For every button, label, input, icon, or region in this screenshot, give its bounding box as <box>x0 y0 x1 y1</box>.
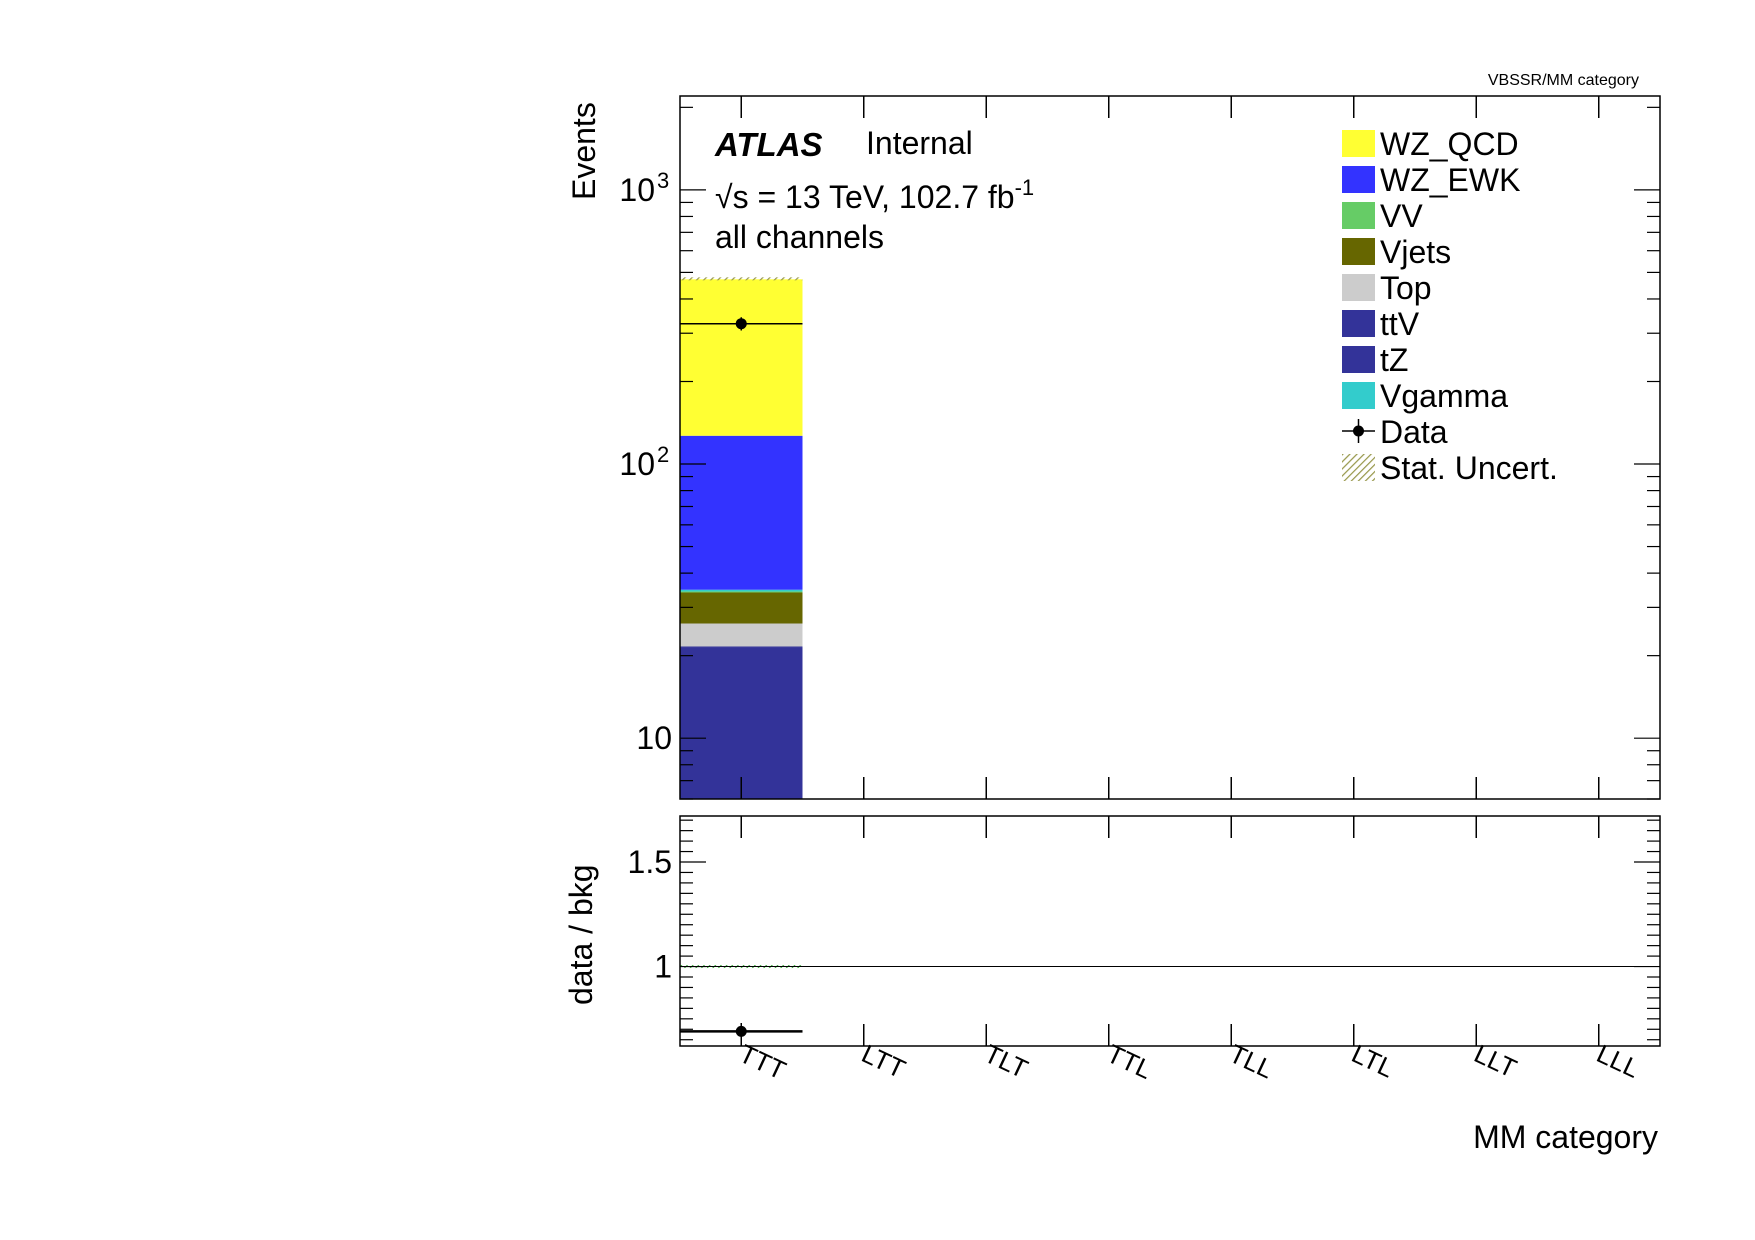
main-axis-ticks <box>680 96 1660 800</box>
legend-swatch-WZ_EWK <box>1342 166 1375 193</box>
data-point-TTT <box>735 318 747 330</box>
ratio-y-axis-label: data / bkg <box>563 864 599 1005</box>
legend-label: VV <box>1380 198 1423 234</box>
x-tick-label-LLT: LLT <box>1470 1038 1522 1083</box>
bar-Top-TTT <box>680 623 803 647</box>
legend-data-marker <box>1353 425 1364 437</box>
legend-label: Vjets <box>1380 234 1451 270</box>
ratio-panel: 11.5 TTT LTT TLT TTL TLL LTL LLT LLL data / bkg… <box>563 815 1661 1155</box>
sqrt-symbol: √ <box>715 179 733 215</box>
bar-WZ_QCD-TTT <box>680 279 803 436</box>
legend-swatch-Top <box>1342 274 1375 301</box>
legend-label: Data <box>1380 414 1448 450</box>
legend-label: WZ_QCD <box>1380 126 1519 162</box>
legend: WZ_QCDWZ_EWKVVVjetsTopttVtZVgammaDataSta… <box>1342 126 1558 486</box>
bar-WZ_EWK-TTT <box>680 435 803 590</box>
bar-VV-TTT <box>680 591 803 593</box>
y-tick-label: 10 <box>619 172 655 208</box>
stat-uncert-TTT <box>680 277 803 281</box>
y-axis-label: Events <box>566 102 602 200</box>
stacked-bars <box>680 279 803 799</box>
y-tick-label: 10 <box>619 446 655 482</box>
legend-swatch-Vjets <box>1342 238 1375 265</box>
lumi-superscript: -1 <box>1015 175 1035 200</box>
y-tick-label-exponent: 3 <box>657 168 669 193</box>
main-frame <box>679 95 1661 800</box>
x-tick-label-LTT: LTT <box>857 1038 910 1084</box>
x-tick-label-LTL: LTL <box>1347 1038 1399 1083</box>
ratio-axis-ticks <box>680 816 1660 1046</box>
legend-swatch-ttV <box>1342 310 1375 337</box>
data-points <box>680 317 803 331</box>
x-tick-label-TLT: TLT <box>980 1038 1033 1084</box>
y-tick-label-exponent: 2 <box>657 442 669 467</box>
atlas-label: ATLAS <box>714 126 823 163</box>
ratio-y-tick-labels: 11.5 <box>628 844 672 985</box>
legend-label: WZ_EWK <box>1380 162 1520 198</box>
y-tick-label: 10 <box>636 720 672 756</box>
legend-label: ttV <box>1380 306 1420 342</box>
legend-swatch-tZ <box>1342 346 1375 373</box>
corner-label: VBSSR/MM category <box>1488 72 1639 89</box>
x-tick-label-LLL: LLL <box>1592 1038 1644 1084</box>
legend-label: tZ <box>1380 342 1408 378</box>
energy-text: s = 13 TeV, 102.7 fb <box>733 179 1015 215</box>
ratio-frame <box>679 815 1661 1047</box>
legend-label: Stat. Uncert. <box>1380 450 1558 486</box>
legend-swatch-Vgamma <box>1342 382 1375 409</box>
x-axis-label: MM category <box>1473 1119 1658 1155</box>
x-tick-label-TLL: TLL <box>1225 1038 1278 1084</box>
stat-uncertainty-band <box>680 277 803 281</box>
ratio-y-tick-label: 1 <box>654 949 672 985</box>
atlas-annotation: ATLAS Internal √s = 13 TeV, 102.7 fb-1 a… <box>714 125 1034 255</box>
internal-label: Internal <box>866 125 973 161</box>
bar-Vgamma-TTT <box>680 589 803 592</box>
legend-label: Vgamma <box>1380 378 1508 414</box>
bar-Vjets-TTT <box>680 592 803 624</box>
energy-lumi-label: √s = 13 TeV, 102.7 fb-1 <box>715 175 1034 215</box>
bar-ttV-TTT <box>680 646 803 648</box>
channels-label: all channels <box>715 219 884 255</box>
legend-swatch-VV <box>1342 202 1375 229</box>
bar-tZ-TTT <box>680 647 803 799</box>
legend-swatch-WZ_QCD <box>1342 130 1375 157</box>
legend-label: Top <box>1380 270 1432 306</box>
ratio-y-tick-label: 1.5 <box>628 844 672 880</box>
legend-swatch-stat-uncert <box>1342 454 1375 481</box>
